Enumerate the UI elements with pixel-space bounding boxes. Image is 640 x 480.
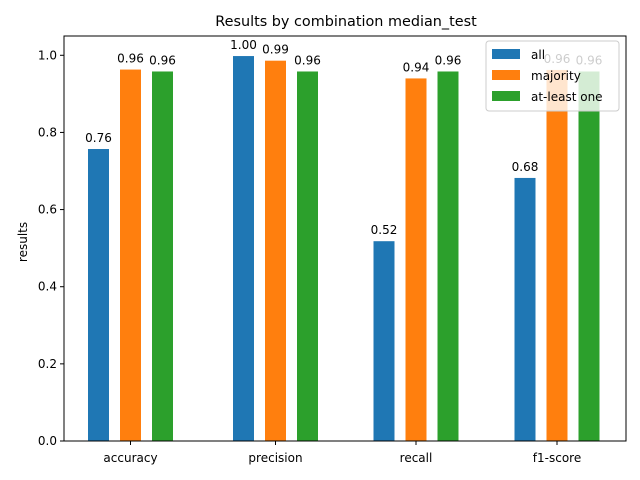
chart-title: Results by combination median_test <box>215 14 477 30</box>
data-label: 0.96 <box>435 53 462 67</box>
data-label: 0.96 <box>294 53 321 67</box>
legend-swatch <box>492 49 520 59</box>
data-label: 0.99 <box>262 43 289 57</box>
y-tick-label: 0.4 <box>38 280 57 294</box>
legend-label: all <box>531 48 545 62</box>
bar-recall-at-least-one <box>437 71 459 441</box>
bar-f1-score-at-least-one <box>578 71 600 441</box>
legend-swatch <box>492 70 520 80</box>
plot-frame <box>63 35 627 442</box>
bar-precision-all <box>233 56 254 442</box>
bar-recall-all <box>373 241 395 441</box>
data-label: 0.96 <box>149 53 176 67</box>
x-tick-label: accuracy <box>103 451 157 465</box>
y-tick-label: 0.2 <box>38 357 57 371</box>
bar-precision-at-least-one <box>297 71 318 441</box>
y-tick-label: 0.6 <box>38 203 57 217</box>
data-label: 0.96 <box>117 52 144 66</box>
bar-f1-score-majority <box>546 69 568 441</box>
legend: all majority at-least one <box>485 40 620 112</box>
data-label: 0.94 <box>403 60 430 74</box>
bar-accuracy-at-least-one <box>152 71 173 441</box>
bar-accuracy-majority <box>120 69 141 442</box>
data-label: 1.00 <box>230 38 257 52</box>
bars-group <box>88 56 600 442</box>
y-axis: 0.0 0.2 0.4 0.6 0.8 1.0 <box>38 48 64 448</box>
data-label: 0.76 <box>85 131 112 145</box>
legend-label: at-least one <box>531 90 603 104</box>
y-tick-label: 0.0 <box>38 434 57 448</box>
bar-recall-majority <box>405 78 427 441</box>
x-tick-label: f1-score <box>533 451 581 465</box>
y-tick-label: 1.0 <box>38 48 57 62</box>
y-tick-label: 0.8 <box>38 125 57 139</box>
legend-label: majority <box>531 69 581 83</box>
y-axis-label: results <box>16 222 30 262</box>
data-label: 0.52 <box>371 223 398 237</box>
x-tick-label: precision <box>248 451 302 465</box>
x-axis: accuracy precision recall f1-score <box>103 441 581 465</box>
x-tick-label: recall <box>400 451 433 465</box>
legend-swatch <box>492 91 520 101</box>
bar-precision-majority <box>265 60 286 441</box>
data-label: 0.68 <box>512 160 539 174</box>
bar-f1-score-all <box>514 177 536 441</box>
bar-accuracy-all <box>88 149 109 441</box>
